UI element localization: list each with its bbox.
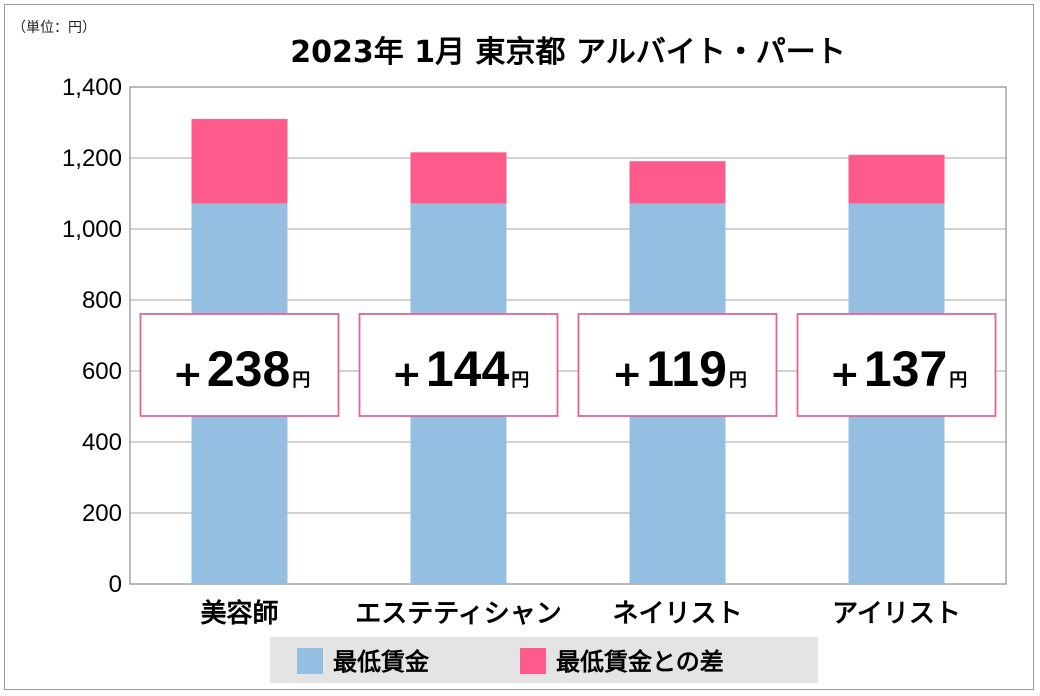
y-tick-label: 800	[82, 287, 122, 314]
y-tick-label: 400	[82, 429, 122, 456]
difference-callout-label: +119 円	[612, 341, 747, 397]
difference-callouts: +238 円 +144 円 +119 円 +137 円	[139, 313, 997, 417]
difference-callout-box	[139, 313, 340, 417]
y-tick-label: 200	[82, 500, 122, 527]
category-label: ネイリスト	[612, 599, 742, 629]
legend-swatch	[520, 648, 546, 674]
category-label: アイリスト	[832, 599, 961, 629]
difference-callout-box	[796, 313, 997, 417]
bar-difference	[410, 152, 507, 204]
difference-callout-label: +137 円	[830, 341, 968, 397]
legend-label: 最低賃金	[333, 648, 430, 676]
legend: 最低賃金 最低賃金との差	[270, 637, 818, 683]
y-tick-label: 1,000	[62, 216, 122, 243]
category-label: エステティシャン	[355, 599, 561, 629]
chart-title: 2023年 1月 東京都 アルバイト・パート	[290, 35, 845, 70]
legend-swatch	[297, 648, 323, 674]
bar-difference	[191, 118, 288, 204]
legend-label: 最低賃金との差	[556, 648, 724, 676]
difference-callout-label: +144 円	[392, 341, 530, 397]
difference-callout-box	[577, 313, 778, 417]
y-axis-tick-labels: 0 200 400 600 800 1,000 1,200 1,400	[62, 74, 122, 598]
bar-difference	[629, 161, 726, 204]
x-axis-category-labels: 美容師 エステティシャン ネイリスト アイリスト	[200, 598, 960, 629]
category-label: 美容師	[200, 598, 278, 629]
unit-label: （単位：円）	[12, 20, 96, 36]
bar-difference	[848, 154, 945, 204]
y-tick-label: 1,200	[62, 145, 122, 172]
difference-callout-label: +238 円	[173, 341, 311, 397]
y-tick-label: 1,400	[62, 74, 122, 101]
difference-callout-box	[358, 313, 559, 417]
y-tick-label: 600	[82, 358, 122, 385]
y-tick-label: 0	[109, 571, 122, 598]
